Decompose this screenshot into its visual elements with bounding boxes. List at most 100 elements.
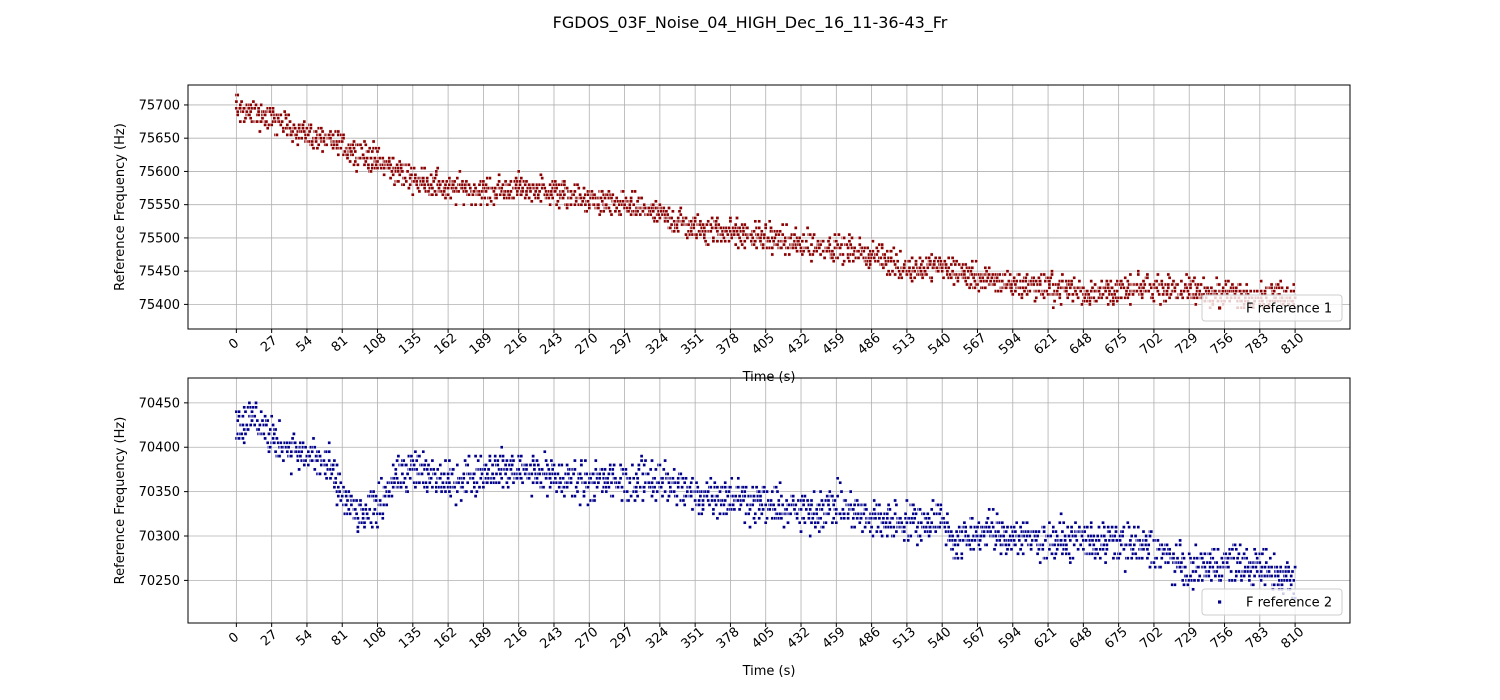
data-point (750, 236, 755, 240)
data-point (1013, 543, 1018, 547)
data-point (880, 534, 884, 538)
data-point (1052, 556, 1057, 561)
data-point (991, 525, 996, 529)
data-point (975, 282, 980, 287)
data-point (362, 139, 367, 144)
data-point (286, 113, 291, 117)
data-point (759, 229, 764, 234)
data-point (834, 507, 839, 512)
data-point (778, 480, 782, 485)
data-point (558, 192, 563, 197)
data-point (1173, 582, 1177, 587)
data-point (851, 507, 856, 512)
data-point (1238, 282, 1243, 287)
data-point (1163, 299, 1168, 303)
data-point (328, 476, 333, 481)
data-point (843, 498, 848, 503)
data-point (1263, 289, 1267, 293)
data-point (370, 525, 375, 529)
data-point (1182, 556, 1186, 561)
data-point (390, 169, 394, 174)
data-point (248, 423, 253, 427)
data-point (685, 236, 690, 240)
data-point (528, 189, 533, 194)
data-point (1152, 560, 1156, 565)
data-point (705, 480, 709, 485)
data-point (1272, 582, 1277, 587)
data-point (797, 236, 802, 240)
data-point (546, 196, 551, 200)
data-point (714, 226, 718, 230)
data-point (779, 494, 784, 498)
data-point (848, 489, 853, 494)
data-point (976, 289, 981, 293)
data-point (1038, 560, 1043, 565)
data-point (422, 182, 427, 187)
data-point (349, 503, 354, 507)
data-point (256, 109, 261, 114)
data-point (348, 511, 352, 516)
data-point (1047, 547, 1052, 552)
data-point (763, 222, 768, 227)
data-point (302, 463, 307, 467)
data-point (1227, 551, 1232, 556)
data-point (358, 503, 363, 507)
data-point (748, 525, 752, 529)
data-point (705, 222, 709, 227)
data-point (403, 176, 407, 180)
data-point (1089, 520, 1094, 525)
data-point (797, 520, 802, 525)
data-point (494, 472, 499, 476)
data-point (686, 222, 691, 227)
data-point (247, 401, 252, 405)
data-point (635, 199, 640, 204)
data-point (1187, 551, 1192, 556)
data-point (234, 99, 239, 104)
data-point (1129, 556, 1134, 561)
data-point (658, 463, 662, 467)
data-point (244, 109, 249, 114)
data-point (507, 182, 512, 187)
data-point (1129, 534, 1134, 538)
data-point (638, 212, 643, 217)
data-point (413, 172, 418, 177)
data-point (441, 480, 445, 485)
data-point (844, 242, 849, 247)
data-point (800, 252, 805, 257)
data-point (639, 196, 644, 200)
data-point (1056, 282, 1061, 287)
data-point (1001, 534, 1006, 538)
data-point (315, 146, 320, 151)
data-point (1106, 282, 1111, 287)
data-point (273, 449, 278, 454)
data-point (847, 239, 852, 244)
data-point (473, 494, 478, 498)
data-point (956, 556, 960, 561)
data-point (970, 259, 975, 264)
data-point (922, 265, 926, 270)
data-point (510, 454, 515, 458)
data-point (1012, 275, 1016, 280)
data-point (518, 472, 522, 476)
data-point (456, 480, 461, 485)
data-point (1080, 302, 1084, 307)
data-point (691, 226, 696, 230)
data-point (316, 449, 321, 454)
data-point (678, 206, 683, 210)
data-point (242, 106, 247, 111)
data-point (362, 162, 367, 167)
data-point (735, 216, 739, 220)
data-point (868, 529, 873, 534)
data-point (995, 275, 999, 280)
data-point (1055, 534, 1060, 538)
data-point (305, 126, 309, 131)
data-point (520, 189, 525, 194)
data-point (1125, 556, 1130, 561)
data-point (404, 485, 409, 490)
data-point (448, 196, 453, 200)
data-point (642, 485, 647, 490)
data-point (671, 209, 675, 214)
data-point (907, 265, 912, 270)
data-point (369, 169, 373, 174)
data-point (1140, 295, 1145, 300)
